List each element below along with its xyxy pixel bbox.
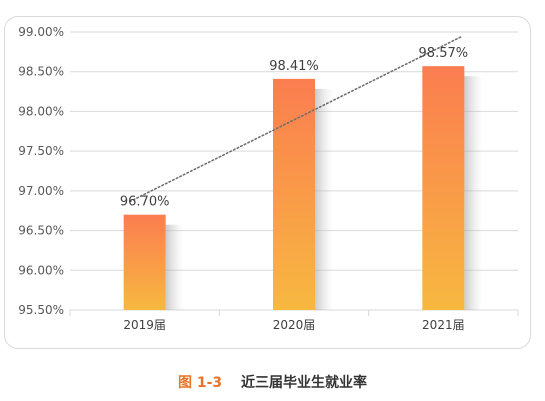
- bar-shadow: [165, 224, 184, 310]
- x-tick-label: 2021届: [422, 318, 465, 332]
- caption-number: 图 1-3: [177, 375, 223, 391]
- caption-text: 近三届毕业生就业率: [241, 375, 368, 391]
- data-label: 96.70%: [120, 195, 170, 210]
- y-tick-label: 97.50%: [18, 144, 64, 158]
- bar: [123, 214, 166, 310]
- bar-shadow: [315, 88, 333, 310]
- y-tick-label: 96.50%: [18, 224, 64, 238]
- x-tick-label: 2020届: [273, 318, 316, 332]
- y-tick-label: 98.00%: [18, 104, 64, 118]
- y-tick-label: 99.00%: [18, 25, 64, 39]
- y-tick-label: 97.00%: [18, 184, 64, 198]
- figure-caption: 图 1-3 近三届毕业生就业率: [0, 372, 545, 392]
- y-tick-label: 95.50%: [18, 303, 64, 317]
- data-label: 98.57%: [419, 46, 469, 61]
- y-tick-label: 98.50%: [18, 65, 64, 79]
- bar: [422, 66, 465, 310]
- trendline: [128, 35, 463, 203]
- bar-shadow: [464, 76, 483, 310]
- x-tick-label: 2019届: [123, 318, 166, 332]
- bar: [273, 78, 315, 310]
- data-label: 98.41%: [269, 59, 319, 74]
- y-tick-label: 96.00%: [18, 263, 64, 277]
